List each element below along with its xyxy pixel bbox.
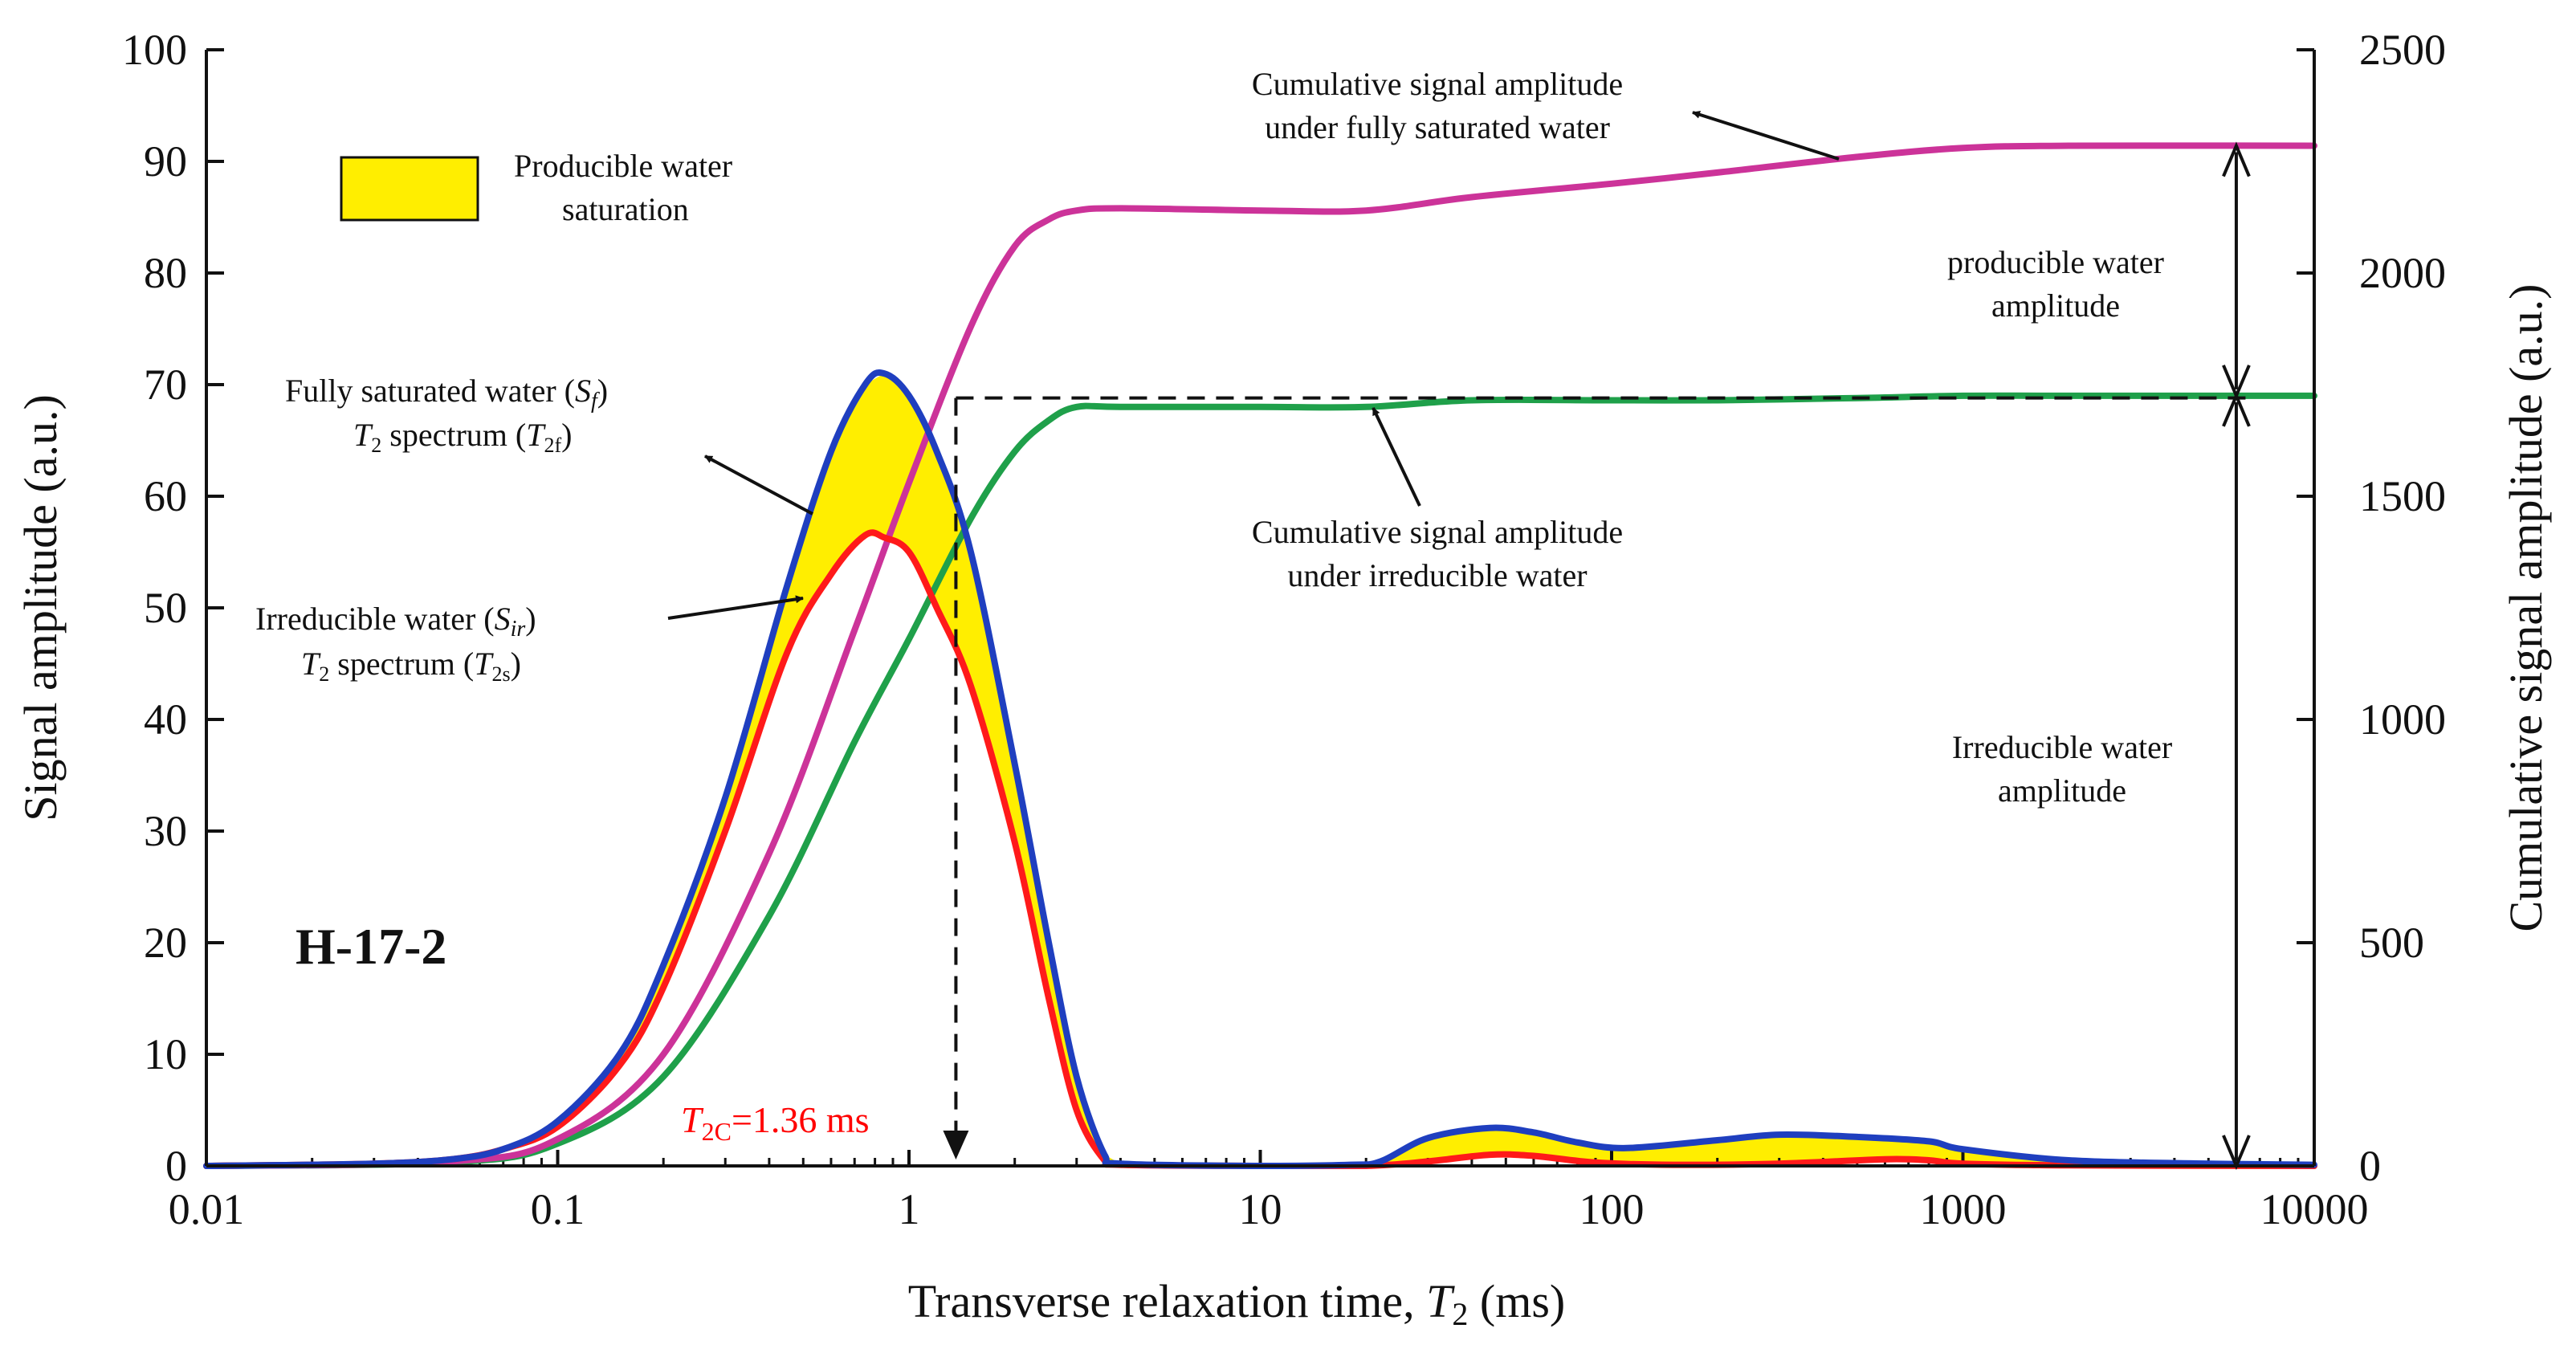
- x-tick-label-1: 1: [899, 1185, 920, 1233]
- axis-ticks-layer: 0.01 0.1 1 10 100 1000 10000010203040506070809…: [122, 26, 2446, 1233]
- irreducible-amplitude-arrow-head-top: [2222, 391, 2251, 427]
- left-y-tick-label-10: 10: [144, 1030, 187, 1078]
- left-y-tick-label-70: 70: [144, 361, 187, 409]
- anno-cum-irr-line2: under irreducible water: [1287, 557, 1587, 593]
- irreducible-amplitude-arrow-head-bottom: [2222, 1135, 2251, 1171]
- anno-irr-spec-line2: T2 spectrum (T2s): [301, 646, 521, 686]
- t2c-label: T2C=1.36 ms: [681, 1099, 870, 1146]
- t2-cutoff-lines: [943, 396, 2250, 1159]
- x-tick-label-1000: 1000: [1920, 1185, 2007, 1233]
- anno-cum-irr-arrow: [1372, 407, 1421, 507]
- anno-producible-amp-line2: amplitude: [1991, 287, 2120, 324]
- x-tick-label-0.01: 0.01: [169, 1185, 245, 1233]
- legend-label-line1: Producible water: [514, 148, 732, 184]
- amplitude-arrows: [2222, 141, 2251, 1171]
- anno-cum-full-line1: Cumulative signal amplitude: [1252, 66, 1623, 102]
- x-tick-label-10: 10: [1239, 1185, 1282, 1233]
- anno-cum-full-arrow: [1692, 110, 1840, 161]
- left-y-tick-label-40: 40: [144, 695, 187, 744]
- irreducible-spectrum-line: [203, 529, 2317, 1170]
- producible-amplitude-arrow-head-top: [2222, 141, 2251, 177]
- anno-cum-full-line2: under fully saturated water: [1265, 109, 1610, 145]
- anno-full-spec-line2: T2 spectrum (T2f): [353, 417, 572, 457]
- left-y-tick-label-100: 100: [122, 26, 187, 74]
- producible-water-fill-layer: [206, 375, 2314, 1166]
- x-axis-title: Transverse relaxation time, T2 (ms): [908, 1275, 1565, 1332]
- right-y-tick-label-1000: 1000: [2359, 695, 2446, 744]
- anno-producible-amp-line1: producible water: [1947, 244, 2164, 280]
- x-tick-label-100: 100: [1579, 1185, 1645, 1233]
- fully-saturated-spectrum-line: [203, 369, 2317, 1169]
- left-y-tick-label-20: 20: [144, 919, 187, 967]
- left-y-tick-label-50: 50: [144, 584, 187, 632]
- left-y-tick-label-0: 0: [165, 1142, 187, 1190]
- anno-irr-spec-arrow: [667, 595, 804, 620]
- right-y-tick-label-500: 500: [2359, 919, 2424, 967]
- left-y-tick-label-90: 90: [144, 137, 187, 185]
- right-y-tick-label-0: 0: [2359, 1142, 2381, 1190]
- x-tick-label-10000: 10000: [2260, 1185, 2369, 1233]
- right-y-tick-label-2500: 2500: [2359, 26, 2446, 74]
- cumulative-fully-saturated-line: [203, 142, 2317, 1169]
- anno-irr-spec-line1: Irreducible water (Sir): [255, 601, 536, 642]
- legend-label-line2: saturation: [562, 191, 689, 227]
- anno-cum-irr-line1: Cumulative signal amplitude: [1252, 514, 1623, 550]
- sample-label: H-17-2: [296, 918, 446, 975]
- right-y-axis-title: Cumulative signal amplitude (a.u.): [2500, 284, 2552, 932]
- x-tick-label-0.1: 0.1: [531, 1185, 585, 1233]
- right-y-tick-label-1500: 1500: [2359, 472, 2446, 520]
- left-y-tick-label-30: 30: [144, 807, 187, 855]
- producible-water-fill: [206, 375, 2314, 1166]
- anno-irreducible-amp-line1: Irreducible water: [1952, 729, 2172, 765]
- left-y-axis-title: Signal amplitude (a.u.): [14, 394, 67, 821]
- anno-irreducible-amp-line2: amplitude: [1998, 772, 2126, 809]
- left-y-tick-label-80: 80: [144, 249, 187, 297]
- left-y-tick-label-60: 60: [144, 472, 187, 520]
- legend-swatch: [340, 156, 479, 222]
- t2c-arrowhead: [943, 1131, 969, 1159]
- anno-full-spec-arrow: [704, 454, 813, 516]
- anno-full-spec-line1: Fully saturated water (Sf): [285, 373, 608, 414]
- right-y-tick-label-2000: 2000: [2359, 249, 2446, 297]
